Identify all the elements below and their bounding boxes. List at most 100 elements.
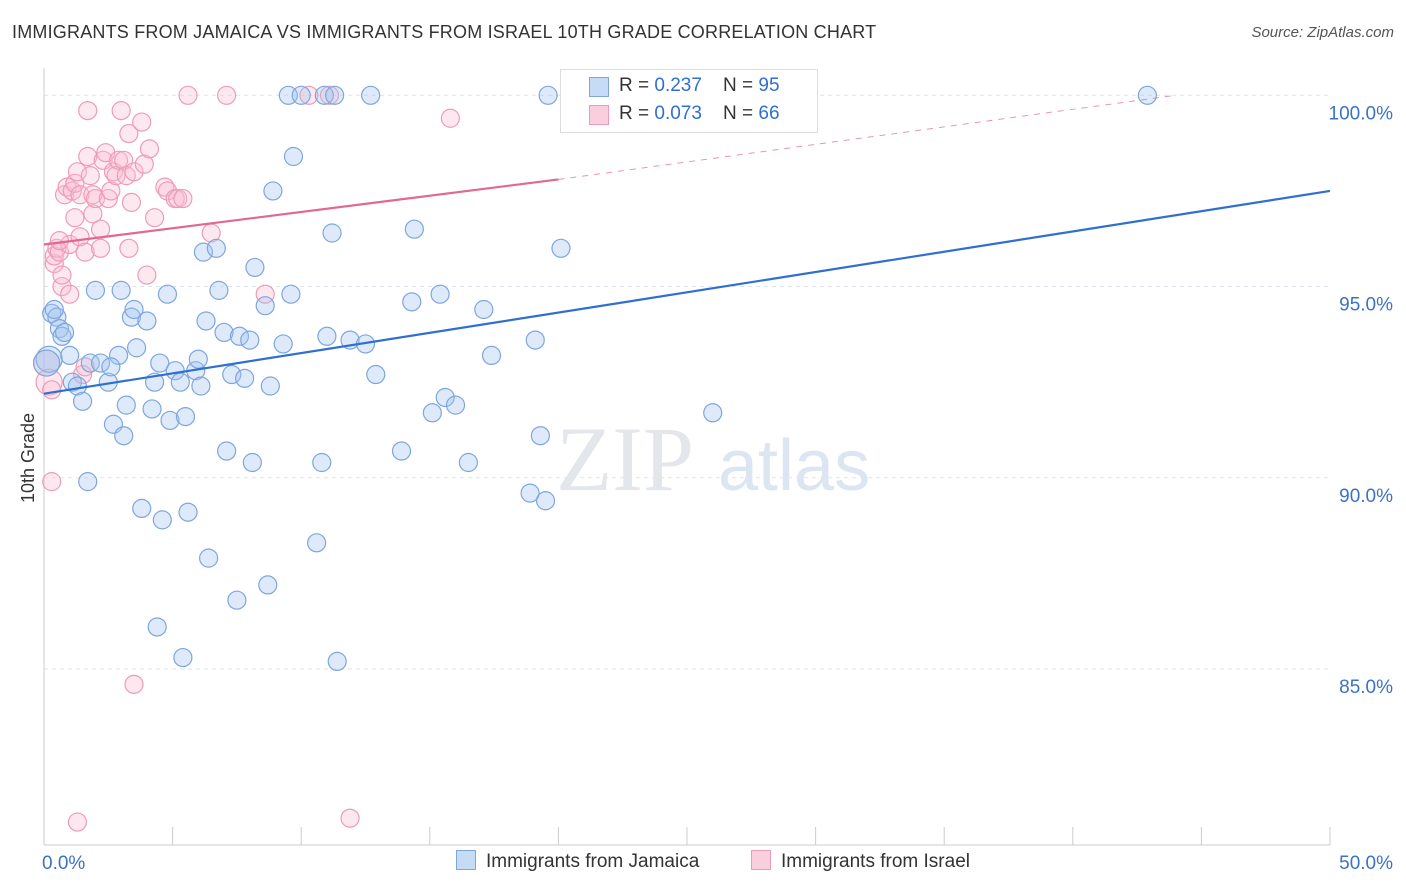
israel-point [98, 188, 118, 209]
legend-swatch-jamaica [589, 77, 609, 97]
jamaica-point [317, 326, 337, 346]
jamaica-point [80, 353, 100, 373]
jamaica-point [481, 345, 502, 365]
jamaica-point [32, 349, 61, 377]
jamaica-point [209, 280, 229, 300]
israel-trend-extension [558, 94, 1176, 180]
bottom-legend-jamaica: Immigrants from Jamaica [456, 850, 699, 873]
israel-point [319, 85, 340, 105]
legend-row-israel: R = 0.073 N = 66 [619, 103, 780, 124]
israel-point [44, 254, 64, 274]
watermark-atlas: atlas [718, 426, 870, 506]
jamaica-point [422, 403, 442, 423]
jamaica-point [206, 238, 226, 258]
jamaica-point [54, 322, 75, 343]
jamaica-point [325, 85, 345, 105]
watermark-zip: ZIP [556, 408, 694, 510]
jamaica-point [214, 322, 234, 343]
jamaica-point [235, 368, 255, 388]
y-tick-label: 100.0% [1329, 103, 1394, 124]
israel-point [67, 812, 88, 832]
jamaica-point [173, 647, 193, 668]
israel-point [255, 284, 275, 304]
jamaica-point [263, 181, 283, 201]
jamaica-trend-line [43, 189, 1331, 395]
jamaica-point [124, 299, 144, 320]
bottom-swatch-jamaica [456, 850, 476, 870]
israel-point [178, 85, 198, 105]
tick-labels: 85.0% 90.0% 95.0% 100.0% 0.0% 50.0% [42, 103, 1393, 874]
israel-point [111, 100, 131, 121]
jamaica-r-value: 0.237 [654, 75, 702, 96]
legend-swatch-israel [589, 105, 609, 125]
jamaica-point [114, 426, 134, 446]
jamaica-point [62, 372, 82, 392]
jamaica-point [108, 345, 129, 365]
jamaica-point [121, 307, 142, 327]
jamaica-point [314, 85, 334, 105]
jamaica-point [188, 349, 208, 369]
israel-point [173, 188, 193, 209]
jamaica-point [242, 452, 262, 473]
jamaica-point [273, 334, 293, 354]
israel-points [32, 85, 460, 832]
jamaica-point [291, 85, 311, 105]
jamaica-point [530, 426, 550, 446]
bottom-swatch-israel [751, 850, 771, 870]
jamaica-point [142, 399, 162, 419]
y-tick-label: 85.0% [1339, 677, 1393, 698]
jamaica-point [402, 292, 422, 312]
jamaica-point [255, 296, 275, 316]
jamaica-point [551, 238, 571, 258]
israel-point [144, 208, 165, 228]
jamaica-point [160, 410, 180, 431]
jamaica-point [132, 498, 152, 518]
jamaica-point [157, 284, 178, 304]
israel-point [217, 85, 237, 105]
trend-lines [43, 94, 1331, 395]
jamaica-point [240, 330, 260, 350]
bottom-legend-israel: Immigrants from Israel [751, 850, 970, 873]
jamaica-point [137, 311, 157, 331]
israel-point [44, 246, 64, 266]
jamaica-point [47, 307, 67, 327]
israel-point [101, 181, 121, 201]
israel-point [75, 357, 95, 377]
jamaica-point [435, 387, 455, 408]
watermark: ZIP atlas [556, 408, 870, 510]
israel-point [78, 100, 98, 121]
israel-point [137, 265, 157, 285]
jamaica-point [366, 364, 386, 385]
jamaica-point [229, 326, 250, 346]
israel-point [168, 188, 188, 209]
x-tick-label: 50.0% [1339, 853, 1393, 874]
jamaica-point [1137, 85, 1157, 105]
jamaica-point [525, 330, 545, 350]
jamaica-point [474, 299, 494, 320]
jamaica-point [245, 257, 265, 278]
stats-legend: R = 0.237 N = 95 R = 0.073 N = 66 [560, 69, 818, 133]
israel-point [134, 154, 154, 174]
jamaica-point [312, 452, 332, 473]
jamaica-point [152, 510, 172, 530]
jamaica-point [116, 395, 136, 415]
jamaica-point [322, 223, 342, 243]
jamaica-point [307, 533, 327, 553]
jamaica-point [126, 338, 147, 358]
israel-point [132, 112, 152, 132]
jamaica-point [44, 299, 64, 320]
israel-point [299, 85, 319, 105]
jamaica-point [111, 280, 131, 300]
israel-point [83, 204, 103, 224]
jamaica-point [260, 376, 280, 396]
jamaica-n-value: 95 [758, 75, 780, 96]
jamaica-point [196, 311, 216, 331]
israel-point [440, 108, 460, 128]
jamaica-point [283, 146, 304, 167]
jamaica-point [458, 452, 478, 473]
jamaica-points [32, 85, 1157, 672]
jamaica-point [217, 441, 237, 461]
israel-point [139, 139, 160, 159]
israel-point [121, 192, 142, 212]
jamaica-point [72, 391, 93, 411]
